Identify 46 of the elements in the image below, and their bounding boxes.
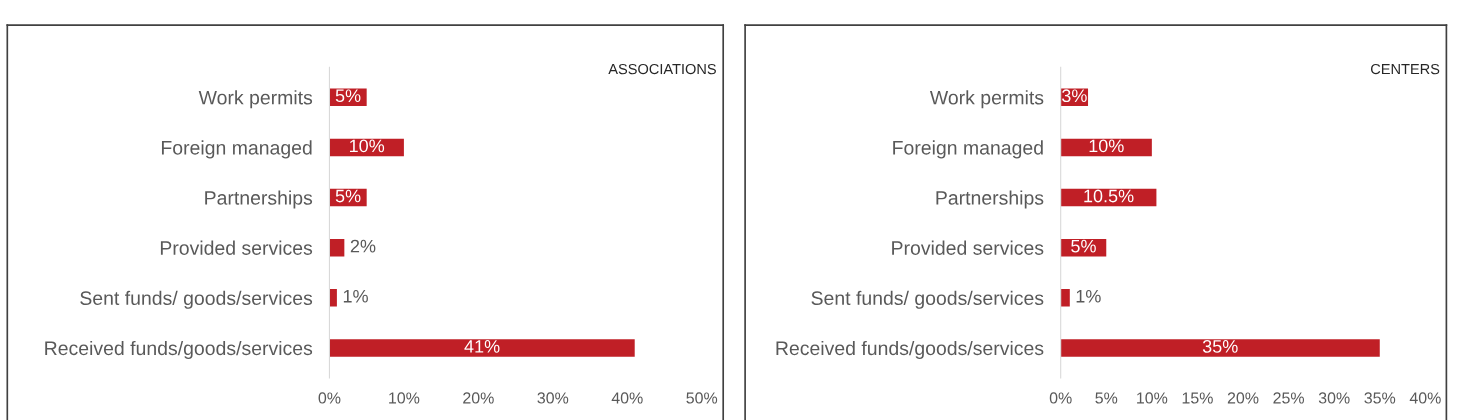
y-tick-label: Provided services xyxy=(160,240,313,255)
y-tick-label: Partnerships xyxy=(205,190,313,209)
x-tick-label: 40% xyxy=(1409,392,1441,404)
bar xyxy=(329,289,337,307)
x-tick-label: 0% xyxy=(318,392,341,404)
x-tick-label: 35% xyxy=(1364,392,1396,404)
bar xyxy=(1060,289,1070,307)
x-tick-label: 30% xyxy=(1318,392,1350,404)
y-tick-label: Sent funds/ goods/services xyxy=(80,290,313,309)
data-label: 2% xyxy=(350,239,376,253)
data-label: 35% xyxy=(1202,339,1238,353)
bar xyxy=(329,238,345,257)
y-tick-label: Work permits xyxy=(929,90,1044,109)
bar xyxy=(1060,339,1380,357)
x-tick-label: 20% xyxy=(463,392,494,404)
y-tick-label: Work permits xyxy=(198,90,313,109)
y-tick-label: Received funds/goods/services xyxy=(45,340,313,359)
data-label: 5% xyxy=(1071,239,1096,253)
x-tick-label: 5% xyxy=(1095,392,1118,404)
data-label: 3% xyxy=(1062,89,1087,103)
y-tick-label: Foreign managed xyxy=(893,140,1043,159)
data-label: 41% xyxy=(464,340,500,353)
x-tick-label: 10% xyxy=(1137,392,1168,404)
x-tick-label: 25% xyxy=(1273,392,1305,404)
data-label: 10% xyxy=(349,139,385,153)
bar xyxy=(329,339,635,357)
chart-title: CENTERS xyxy=(1370,63,1440,75)
y-tick-label: Sent funds/ goods/services xyxy=(811,290,1044,309)
data-label: 5% xyxy=(335,189,361,203)
data-label: 5% xyxy=(335,89,361,103)
data-label: 10.5% xyxy=(1084,189,1134,203)
x-tick-label: 50% xyxy=(686,392,718,404)
y-tick-label: Provided services xyxy=(892,240,1044,255)
x-tick-label: 40% xyxy=(611,392,643,404)
x-tick-label: 10% xyxy=(389,392,420,404)
chart-title: ASSOCIATIONS xyxy=(608,63,716,75)
y-tick-label: Foreign managed xyxy=(161,140,312,159)
x-tick-label: 15% xyxy=(1182,392,1213,404)
data-label: 1% xyxy=(1076,289,1101,303)
y-tick-label: Partnerships xyxy=(936,190,1044,209)
data-label: 1% xyxy=(343,289,368,303)
x-tick-label: 20% xyxy=(1227,392,1259,404)
x-tick-label: 30% xyxy=(537,392,569,404)
data-label: 10% xyxy=(1089,139,1124,153)
y-tick-label: Received funds/goods/services xyxy=(776,340,1044,359)
x-tick-label: 0% xyxy=(1049,392,1072,404)
